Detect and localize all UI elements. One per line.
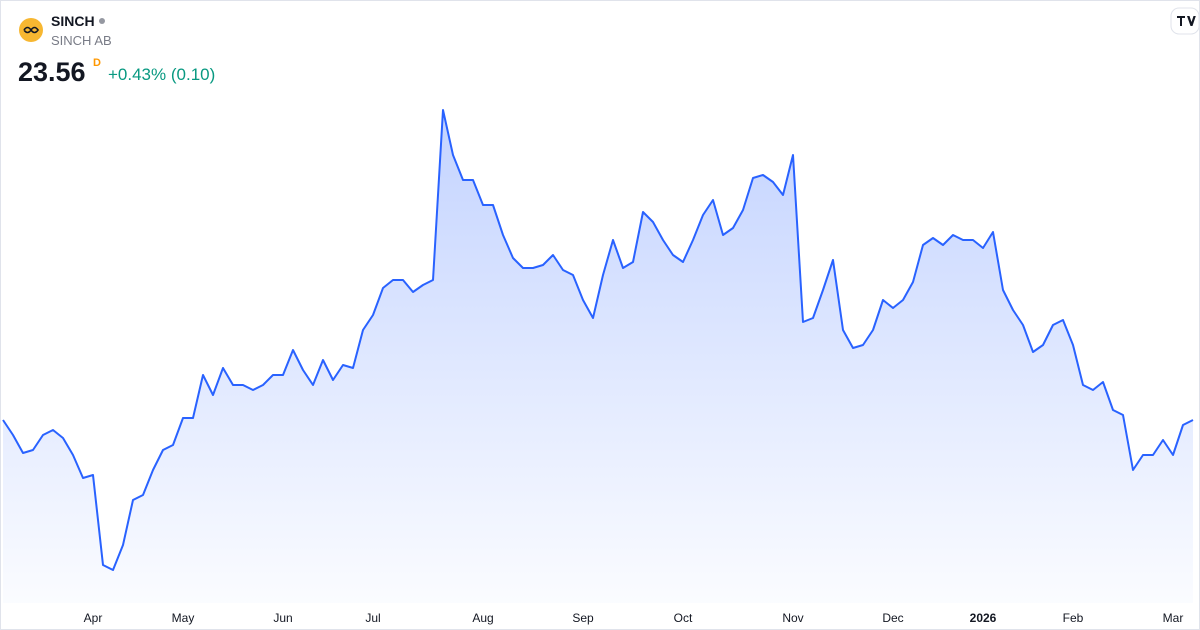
x-tick-label: Apr [84,611,103,625]
x-tick-label: Nov [782,611,803,625]
status-dot [99,18,105,24]
x-tick-label: Aug [472,611,493,625]
x-tick-label: Sep [572,611,594,625]
x-tick-label: May [172,611,195,625]
x-tick-label: Dec [882,611,903,625]
x-tick-label: 2026 [970,611,997,625]
logo-mark [23,26,39,34]
x-tick-label: Feb [1063,611,1084,625]
interval: D [93,57,101,69]
company-name: SINCH AB [51,33,112,48]
price: 23.56 [18,57,86,87]
change: +0.43% (0.10) [108,65,215,84]
x-tick-label: Jun [273,611,292,625]
x-tick-label: Jul [365,611,380,625]
x-tick-label: Mar [1163,611,1184,625]
area-fill [3,110,1193,603]
price-line [2,109,1194,571]
brand-badge[interactable] [1170,7,1200,35]
symbol: SINCH [51,13,95,29]
brand-logo [1177,16,1196,26]
x-tick-label: Oct [674,611,693,625]
